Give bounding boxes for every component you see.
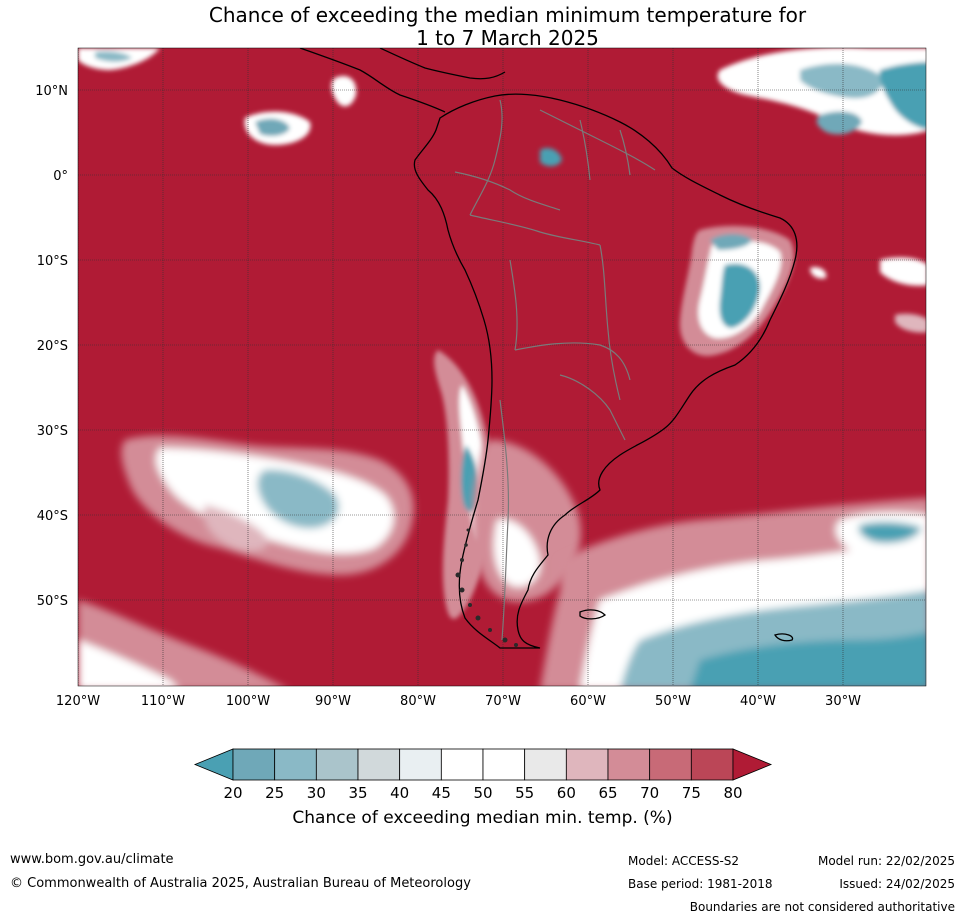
colorbar-swatch: [649, 748, 692, 781]
colorbar-swatch: [524, 748, 567, 781]
lon-tick-label: 60°W: [570, 694, 606, 709]
colorbar-tick-label: 70: [640, 784, 659, 802]
lat-tick-label: 30°S: [37, 424, 68, 439]
graticule: [78, 48, 926, 686]
lon-tick-label: 90°W: [315, 694, 351, 709]
falklands: [579, 609, 607, 620]
latitude-labels: 10°N 0° 10°S 20°S 30°S 40°S 50°S: [35, 84, 68, 609]
colorbar-swatch: [690, 748, 734, 781]
base-period-text: Base period: 1981-2018: [628, 877, 773, 891]
copyright-text: © Commonwealth of Australia 2025, Austra…: [10, 876, 471, 891]
colorbar-swatch: [315, 748, 359, 781]
colorbar-tick-label: 30: [307, 784, 326, 802]
southwest-pacific-patch: [78, 600, 282, 686]
title-line-2: 1 to 7 March 2025: [416, 26, 599, 50]
map-title: Chance of exceeding the median minimum t…: [0, 4, 965, 50]
colorbar-swatch: [607, 748, 651, 781]
lat-tick-label: 0°: [53, 169, 68, 184]
title-line-1: Chance of exceeding the median minimum t…: [208, 3, 807, 27]
colorbar-tick-label: 20: [223, 784, 242, 802]
website-text: www.bom.gov.au/climate: [10, 852, 174, 867]
lat-tick-label: 10°N: [35, 84, 68, 99]
colorbar-tick-label: 50: [473, 784, 492, 802]
colorbar-swatch: [274, 748, 317, 781]
lat-tick-label: 50°S: [37, 594, 68, 609]
lon-tick-label: 70°W: [485, 694, 521, 709]
colorbar-tick-label: 45: [432, 784, 451, 802]
colorbar-tick-label: 25: [265, 784, 284, 802]
colorbar-tick-label: 60: [557, 784, 576, 802]
lat-tick-label: 20°S: [37, 339, 68, 354]
colorbar-swatch: [232, 748, 276, 781]
colorbar-swatch: [399, 748, 442, 781]
lon-tick-label: 100°W: [226, 694, 270, 709]
colorbar-swatch: [482, 748, 526, 781]
lon-tick-label: 30°W: [825, 694, 861, 709]
colorbar-swatch: [565, 748, 609, 781]
issued-text: Issued: 24/02/2025: [839, 877, 955, 891]
country-borders: [454, 99, 656, 641]
colorbar-tick-label: 80: [723, 784, 742, 802]
colorbar-tick-label: 40: [390, 784, 409, 802]
lon-tick-label: 120°W: [56, 694, 100, 709]
longitude-labels: 120°W 110°W 100°W 90°W 80°W 70°W 60°W 50°W 40°W 3…: [56, 694, 861, 709]
central-america-coast: [299, 48, 446, 113]
model-text: Model: ACCESS-S2: [628, 854, 740, 868]
equatorial-pacific-patch: [78, 48, 357, 145]
south-atlantic-patch: [540, 498, 926, 686]
lon-tick-label: 40°W: [740, 694, 776, 709]
north-atlantic-patch: [717, 48, 926, 136]
lon-tick-label: 80°W: [400, 694, 436, 709]
colorbar: 20 25 30 35 40 45 50 55 60 65 70 75 80: [193, 748, 773, 802]
colorbar-swatch: [440, 748, 484, 781]
map-frame: [77, 47, 927, 687]
map-area: [78, 48, 926, 686]
pacific-patch: [121, 435, 414, 575]
lon-tick-label: 50°W: [655, 694, 691, 709]
colorbar-extend-high: [732, 748, 773, 781]
colorbar-tick-label: 35: [348, 784, 367, 802]
colorbar-tick-label: 75: [682, 784, 701, 802]
chile-archipelago: [455, 528, 518, 647]
small-patches: [540, 148, 926, 333]
model-run-text: Model run: 22/02/2025: [817, 854, 955, 868]
lat-tick-label: 40°S: [37, 509, 68, 524]
lat-tick-label: 10°S: [37, 254, 68, 269]
lon-tick-label: 110°W: [141, 694, 185, 709]
colorbar-swatch: [357, 748, 401, 781]
colorbar-extend-low: [193, 748, 234, 781]
colorbar-label: Chance of exceeding median min. temp. (%…: [292, 808, 673, 828]
coastlines: [299, 48, 798, 649]
disclaimer-text: Boundaries are not considered authoritat…: [689, 900, 955, 914]
colorbar-tick-label: 55: [515, 784, 534, 802]
colorbar-tick-label: 65: [598, 784, 617, 802]
brazil-patch: [679, 225, 795, 356]
